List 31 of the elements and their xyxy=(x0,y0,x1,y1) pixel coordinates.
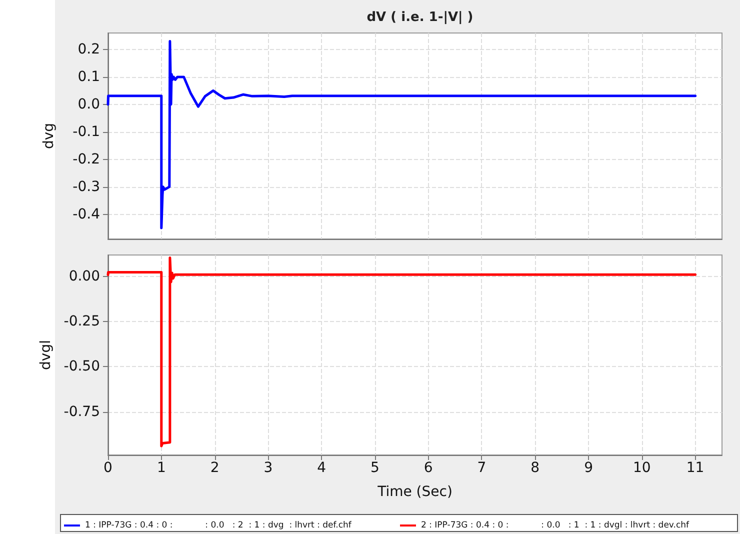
x-tick-label: 1 xyxy=(156,460,166,476)
legend-label: 1 : IPP-73G : 0.4 : 0 : : 0.0 : 2 : 1 : dvg : lhvrt : def.chf xyxy=(85,520,352,530)
y-tick-label: -0.25 xyxy=(64,314,100,330)
x-tick-label: 5 xyxy=(370,460,380,476)
line-series xyxy=(106,256,697,448)
x-tick-label: 11 xyxy=(686,460,704,476)
y-tick-label: -0.1 xyxy=(72,124,100,140)
x-tick-label: 9 xyxy=(584,460,593,476)
x-tick-label: 8 xyxy=(530,460,540,476)
x-tick-label: 3 xyxy=(264,460,273,476)
x-tick-label: 4 xyxy=(317,460,326,476)
y-tick-label: 0.00 xyxy=(68,268,100,285)
y-tick-label: -0.50 xyxy=(64,358,100,375)
x-tick-label: 2 xyxy=(210,460,220,476)
chart-title: dV ( i.e. 1-|V| ) xyxy=(366,10,474,25)
legend-label: 2 : IPP-73G : 0.4 : 0 : : 0.0 : 1 : 1 : dvgl : lhvrt : dev.chf xyxy=(421,520,690,530)
x-tick-label: 7 xyxy=(477,460,486,476)
y-axis-title: dvgl xyxy=(38,340,54,370)
line-series xyxy=(106,40,697,230)
x-tick-label: 6 xyxy=(424,460,433,476)
y-tick-label: -0.4 xyxy=(72,206,100,222)
y-tick-label: 0.2 xyxy=(78,41,100,58)
x-tick-label: 0 xyxy=(104,460,112,476)
y-tick-label: -0.3 xyxy=(72,178,100,195)
y-tick-label: -0.75 xyxy=(64,404,100,420)
x-axis-title: Time (Sec) xyxy=(376,484,452,500)
x-tick-label: 10 xyxy=(633,460,651,476)
y-tick-label: -0.2 xyxy=(72,151,100,168)
y-axis-title: dvg xyxy=(41,122,57,150)
y-tick-label: 0.0 xyxy=(78,96,100,112)
y-tick-label: 0.1 xyxy=(78,68,100,85)
